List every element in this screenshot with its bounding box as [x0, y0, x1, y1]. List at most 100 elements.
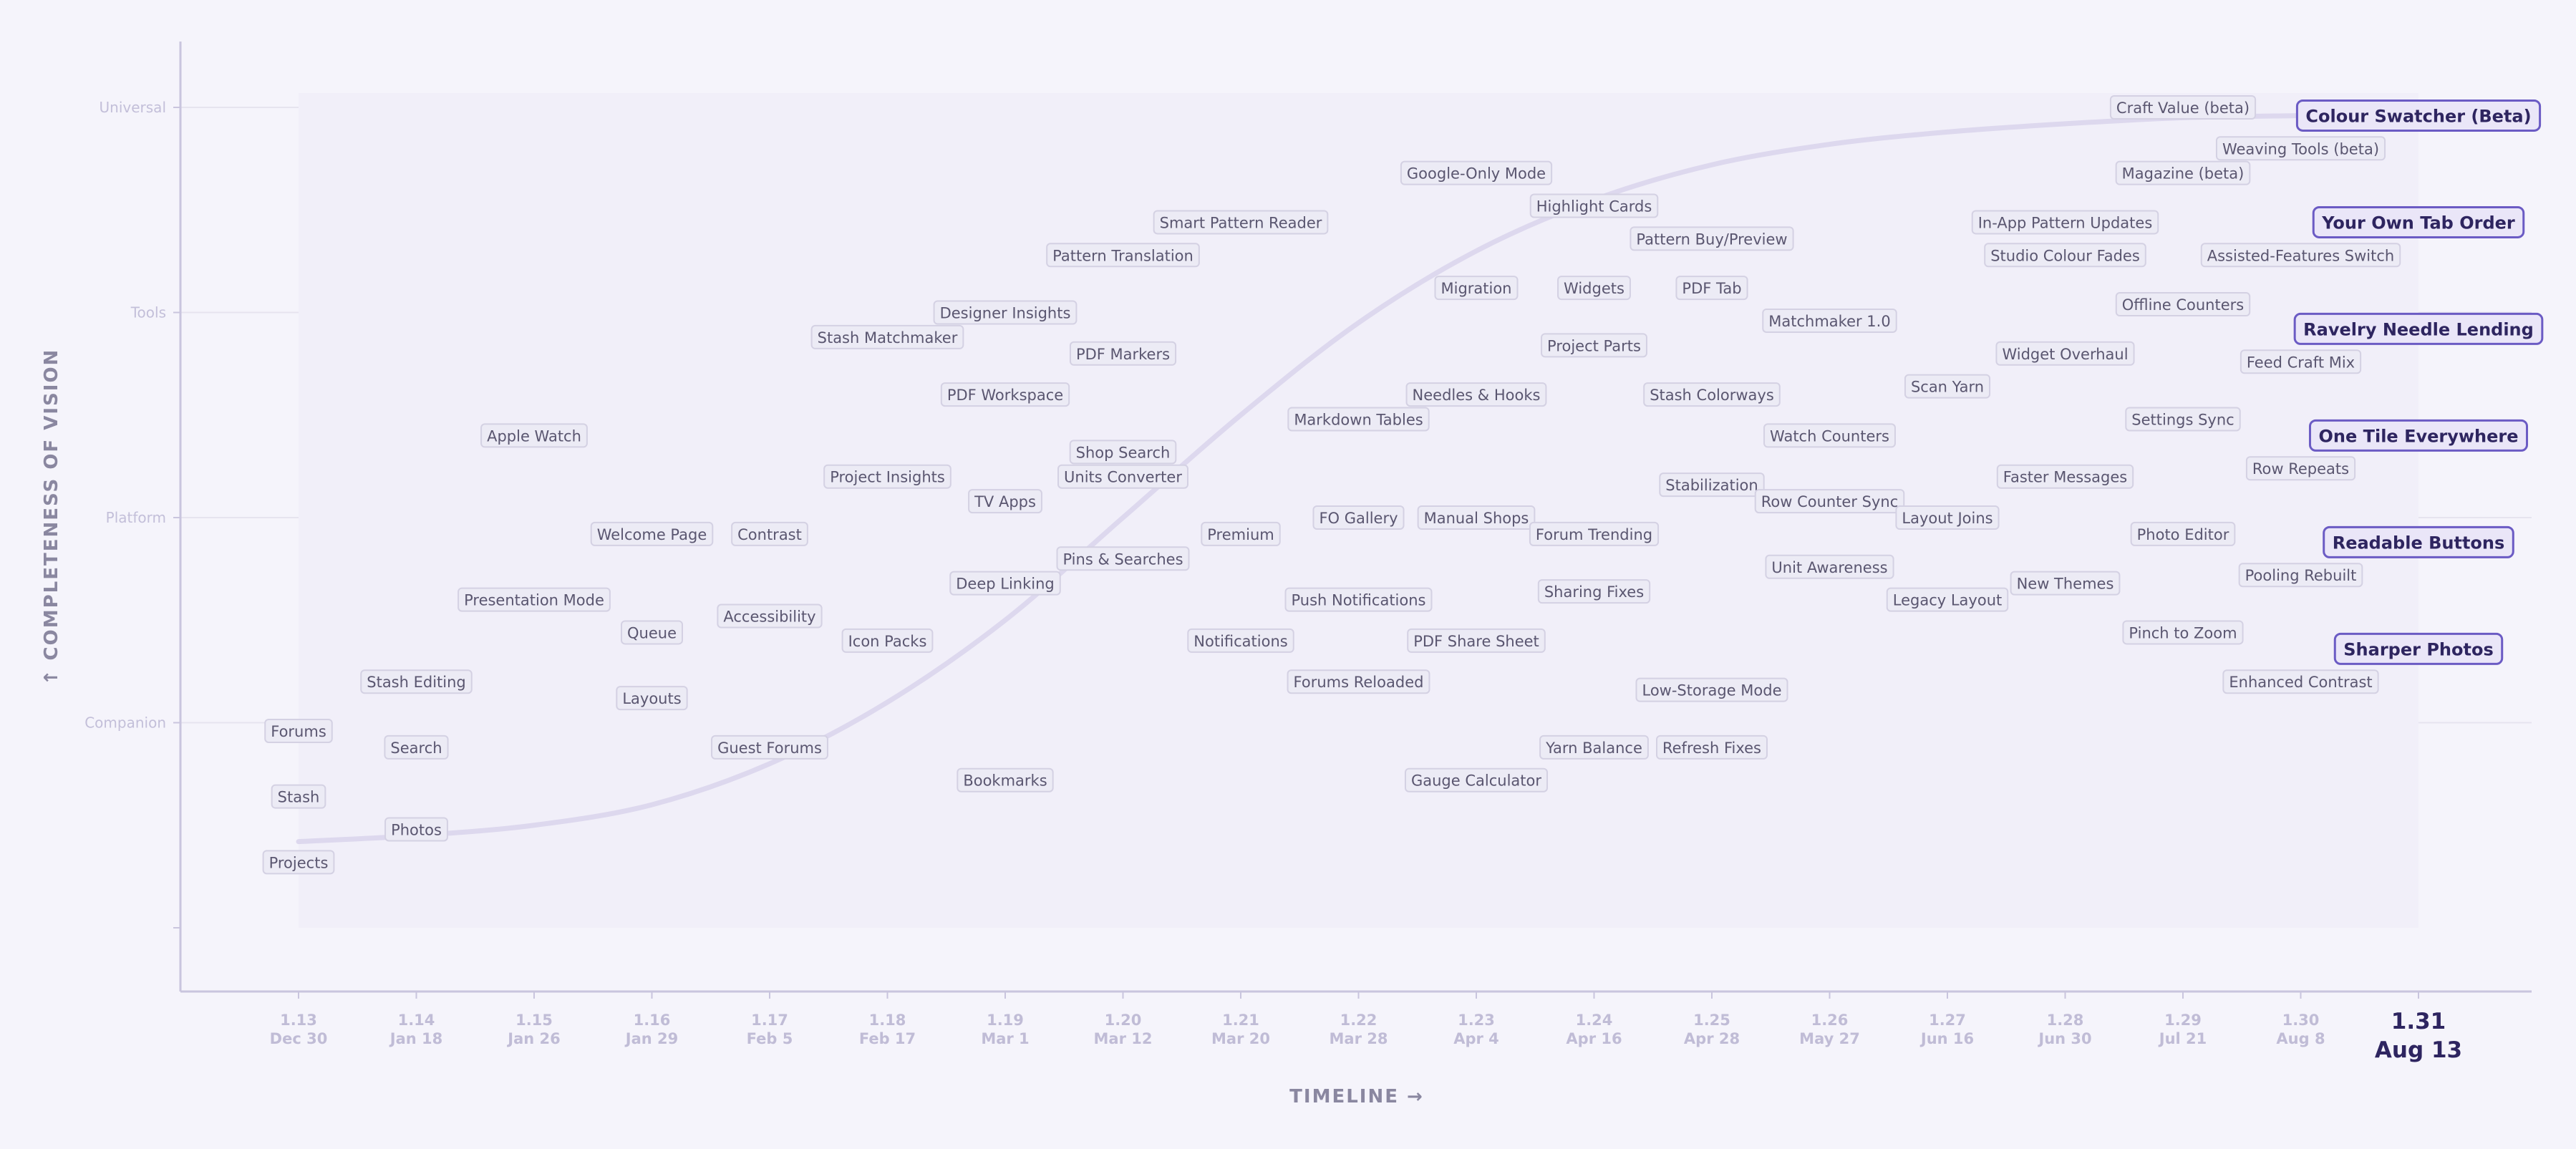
y-tick-label: Companion: [84, 714, 166, 732]
feature-point: Pattern Translation: [1046, 243, 1200, 268]
feature-label: Accessibility: [723, 609, 815, 626]
feature-label: Row Counter Sync: [1761, 493, 1899, 510]
feature-label: Stash: [278, 789, 320, 806]
feature-label: Stabilization: [1665, 477, 1758, 494]
feature-box: [1655, 735, 1768, 760]
feature-label: Icon Packs: [848, 633, 927, 650]
feature-point: Push Notifications: [1284, 587, 1433, 612]
feature-box: [616, 686, 688, 711]
feature-box: [2125, 407, 2241, 432]
x-tick-version: 1.28: [2047, 1012, 2084, 1029]
feature-box: [621, 620, 683, 645]
feature-point: Yarn Balance: [1539, 735, 1649, 760]
feature-point: Premium: [1201, 521, 1281, 546]
feature-label: New Themes: [2017, 576, 2114, 593]
feature-label: Stash Matchmaker: [818, 329, 958, 346]
feature-label: Photo Editor: [2137, 526, 2229, 543]
feature-point: Readable Buttons: [2323, 525, 2514, 558]
feature-label: Scan Yarn: [1911, 379, 1984, 396]
feature-box: [2312, 205, 2525, 238]
feature-point: Studio Colour Fades: [1984, 243, 2146, 268]
feature-box: [2240, 349, 2362, 374]
feature-label: Row Repeats: [2252, 460, 2349, 477]
axes: [179, 42, 2532, 993]
feature-point: Stabilization: [1659, 472, 1765, 498]
feature-point: Notifications: [1187, 628, 1294, 653]
feature-box: [933, 300, 1078, 325]
feature-box: [2238, 563, 2363, 588]
feature-point: Layout Joins: [1895, 505, 2000, 530]
feature-point: Manual Shops: [1417, 505, 1536, 530]
feature-box: [841, 628, 934, 653]
x-tick-date: May 27: [1799, 1030, 1860, 1047]
feature-label: Refresh Fixes: [1662, 740, 1761, 757]
x-tick-date: Mar 20: [1211, 1030, 1270, 1047]
feature-point: TV Apps: [968, 489, 1042, 514]
feature-label: Google-Only Mode: [1407, 165, 1546, 183]
feature-box: [1312, 505, 1405, 530]
feature-box: [1153, 210, 1329, 235]
feature-point: PDF Workspace: [940, 382, 1070, 407]
feature-label: Magazine (beta): [2122, 165, 2245, 183]
feature-box: [1417, 505, 1536, 530]
feature-label: TV Apps: [974, 493, 1036, 510]
feature-box: [1404, 767, 1549, 792]
feature-point: Stash: [271, 784, 326, 809]
feature-box: [1537, 579, 1651, 604]
x-tick-date: Jun 30: [2037, 1030, 2091, 1047]
feature-label: Stash Colorways: [1650, 387, 1774, 404]
feature-point: Search: [384, 735, 449, 760]
feature-label: Watch Counters: [1770, 427, 1889, 445]
x-tick-date: Aug 8: [2276, 1030, 2325, 1047]
feature-label: Forum Trending: [1536, 526, 1652, 543]
feature-label: Premium: [1207, 526, 1274, 543]
feature-label: Stash Editing: [367, 674, 466, 691]
feature-label: One Tile Everywhere: [2318, 426, 2518, 446]
feature-label: Gauge Calculator: [1411, 772, 1541, 790]
feature-label: Readable Buttons: [2333, 533, 2505, 553]
feature-point: Bookmarks: [957, 767, 1054, 792]
feature-point: Needles & Hooks: [1405, 382, 1547, 407]
y-axis-title: ↑ COMPLETENESS OF VISION: [41, 349, 62, 686]
feature-point: PDF Markers: [1069, 341, 1177, 366]
feature-point: Migration: [1434, 276, 1519, 301]
feature-label: Forums: [271, 723, 326, 740]
feature-box: [957, 767, 1054, 792]
feature-label: Push Notifications: [1292, 592, 1426, 609]
feature-box: [1541, 333, 1647, 358]
feature-label: Pattern Translation: [1052, 247, 1193, 264]
feature-point: Photos: [384, 817, 448, 842]
x-tick-date: Mar 28: [1330, 1030, 1388, 1047]
feature-label: PDF Workspace: [947, 387, 1063, 404]
feature-point: FO Gallery: [1312, 505, 1405, 530]
feature-point: Sharing Fixes: [1537, 579, 1651, 604]
feature-box: [1287, 407, 1430, 432]
feature-box: [1762, 308, 1897, 333]
feature-label: Assisted-Features Switch: [2207, 247, 2395, 264]
feature-point: PDF Share Sheet: [1407, 628, 1546, 653]
feature-label: Colour Swatcher (Beta): [2305, 106, 2531, 126]
feature-box: [1675, 276, 1748, 301]
feature-label: Smart Pattern Reader: [1160, 214, 1322, 231]
feature-box: [940, 382, 1070, 407]
feature-box: [2200, 243, 2401, 268]
feature-point: Assisted-Features Switch: [2200, 243, 2401, 268]
x-tick-version: 1.26: [1811, 1012, 1849, 1029]
feature-label: Apple Watch: [487, 427, 581, 445]
x-tick-date: Apr 4: [1453, 1030, 1499, 1047]
x-tick-date: Dec 30: [270, 1030, 328, 1047]
y-tick-label: Universal: [100, 99, 166, 116]
feature-point: Photo Editor: [2130, 521, 2236, 546]
feature-label: Sharing Fixes: [1544, 583, 1644, 601]
feature-point: Weaving Tools (beta): [2215, 136, 2386, 161]
feature-label: Guest Forums: [717, 740, 822, 757]
trend-curve: [296, 111, 2421, 845]
x-tick-date: Jan 18: [389, 1030, 442, 1047]
x-tick-date: Jan 26: [506, 1030, 560, 1047]
feature-box: [1046, 243, 1200, 268]
feature-box: [717, 603, 823, 629]
feature-label: Project Insights: [830, 469, 945, 486]
feature-label: Legacy Layout: [1893, 592, 2003, 609]
x-tick-date: Jun 16: [1919, 1030, 1974, 1047]
feature-box: [1187, 628, 1294, 653]
